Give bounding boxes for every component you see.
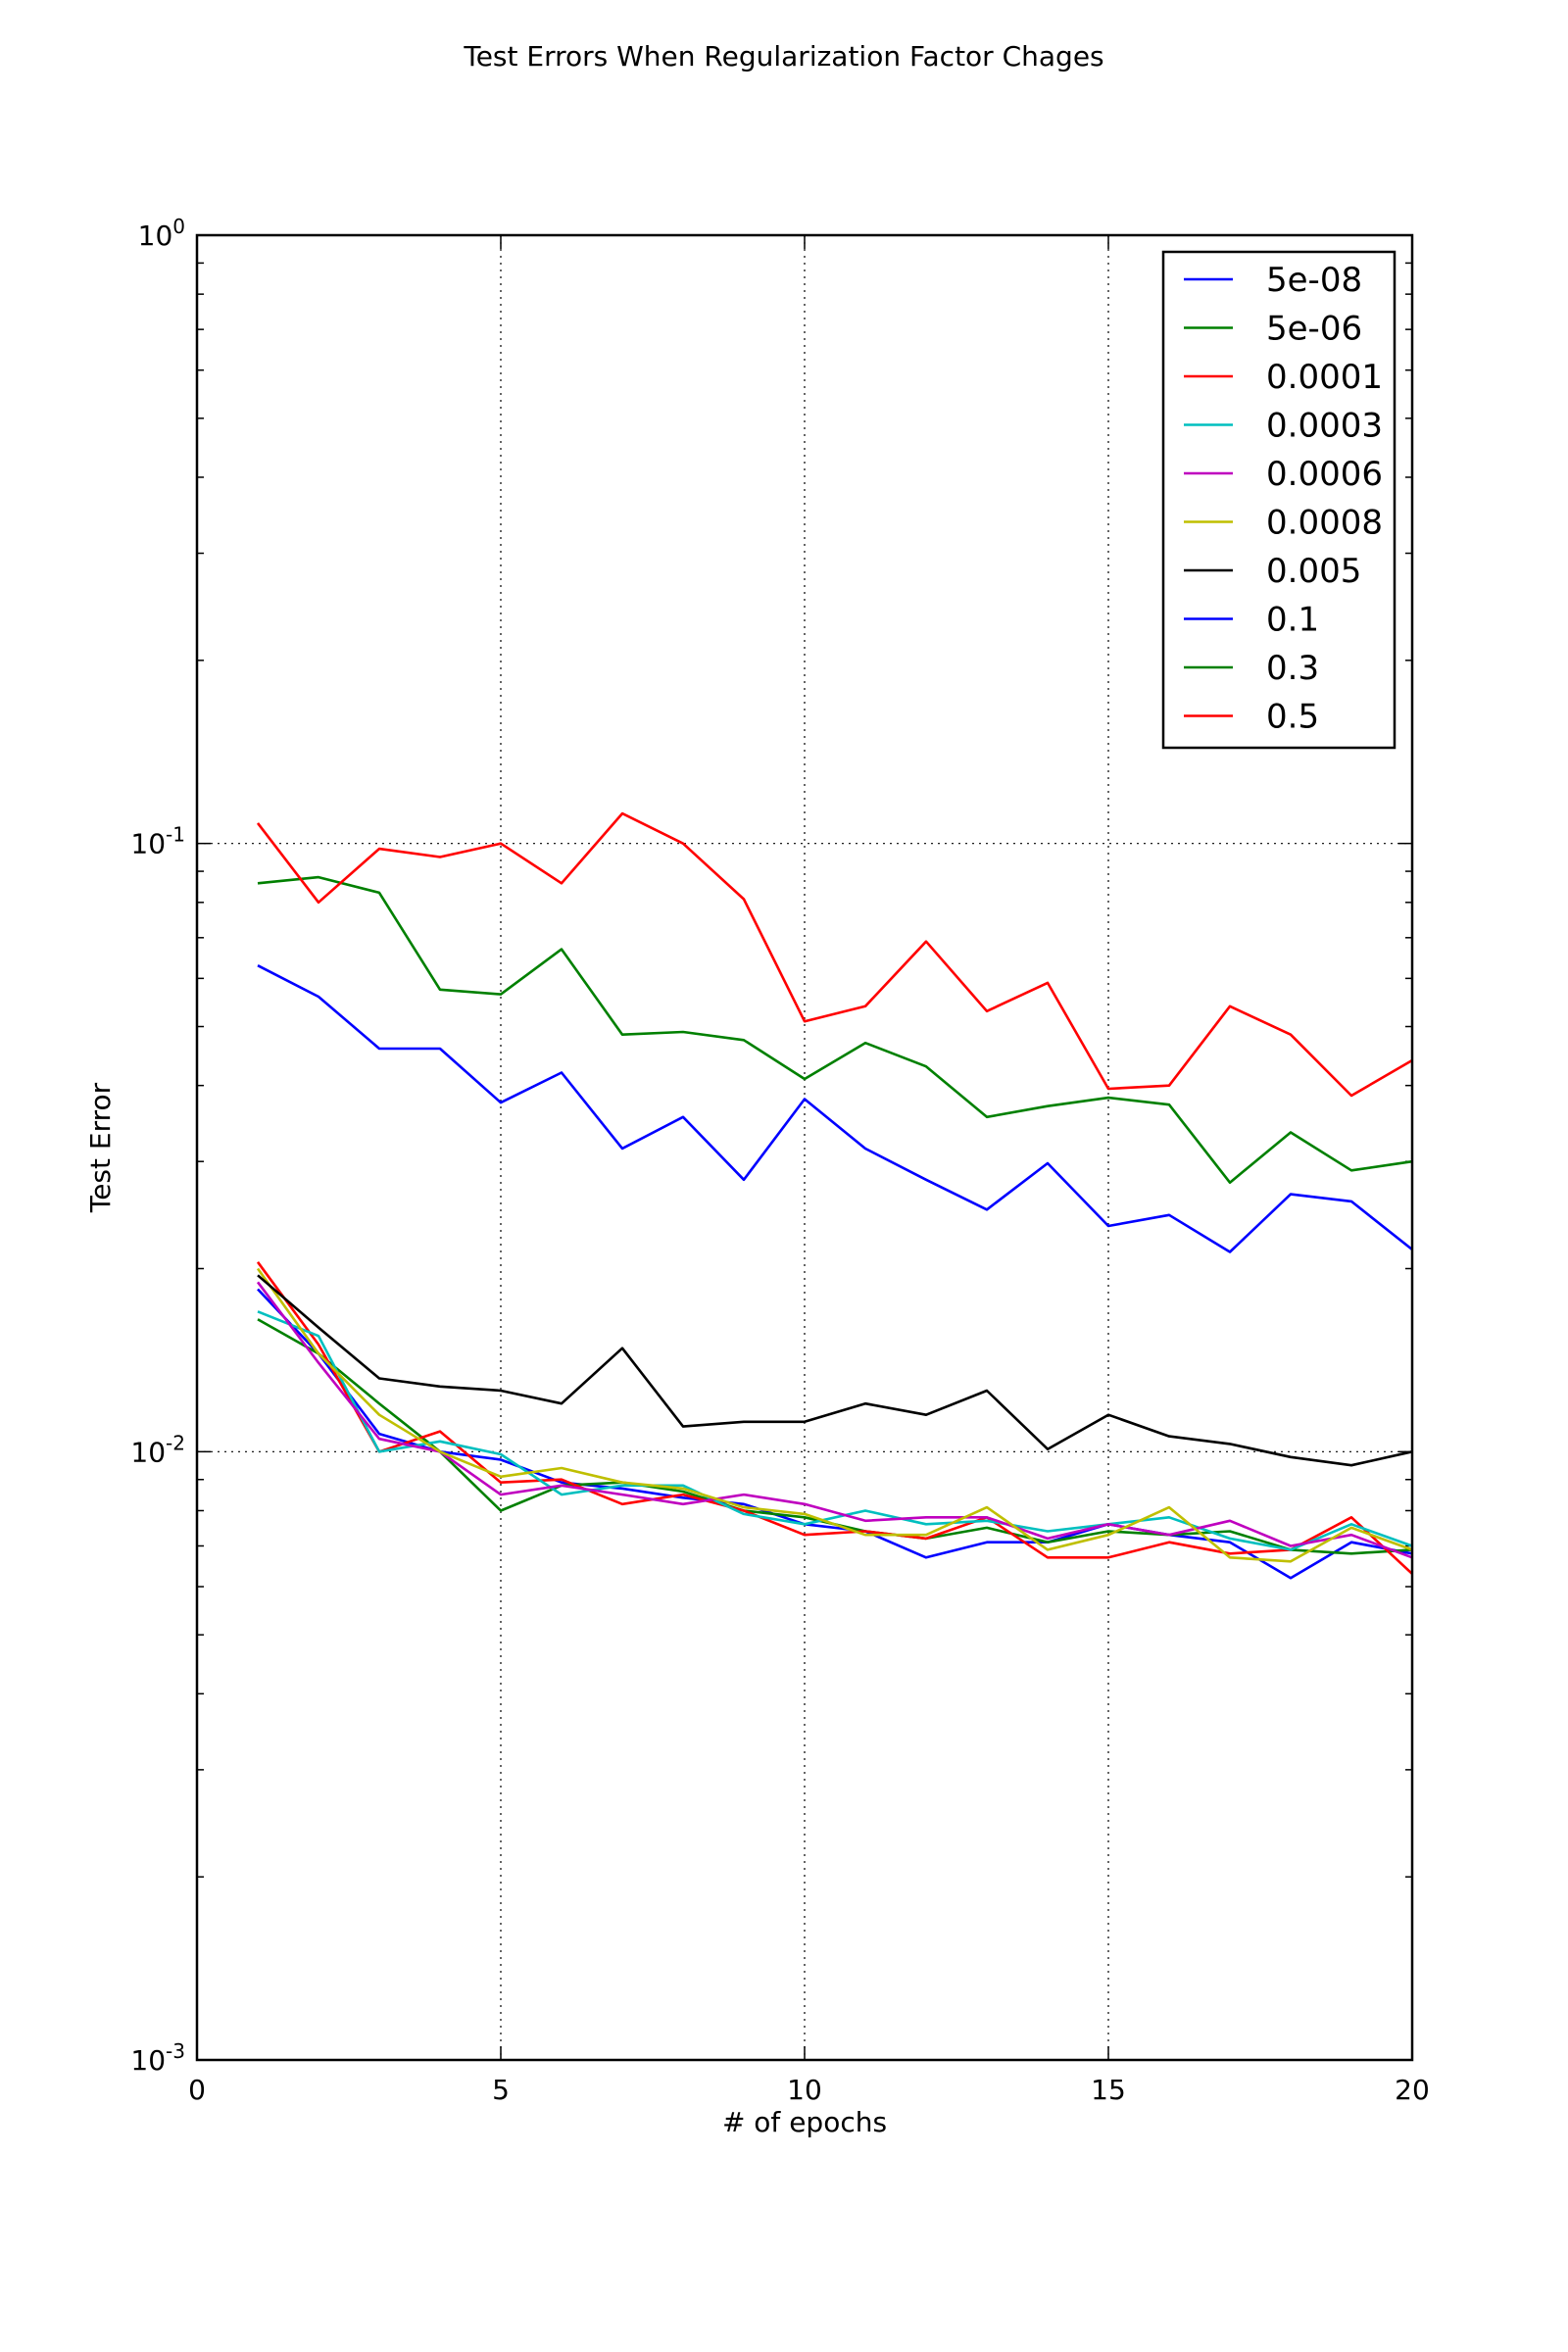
- y-tick-label: 10-3: [130, 2039, 185, 2077]
- series-line-0.0003: [258, 1311, 1412, 1549]
- x-tick-label: 0: [188, 2074, 206, 2106]
- legend-label: 0.0006: [1266, 455, 1383, 494]
- legend-label: 0.005: [1266, 552, 1361, 591]
- x-tick-label: 20: [1395, 2074, 1430, 2106]
- x-tick-label: 5: [492, 2074, 510, 2106]
- x-tick-label: 15: [1091, 2074, 1126, 2106]
- chart-title: Test Errors When Regularization Factor C…: [463, 40, 1103, 73]
- y-tick-label: 100: [138, 215, 185, 252]
- legend-label: 0.0003: [1266, 407, 1383, 446]
- y-tick-label: 10-2: [130, 1431, 185, 1468]
- x-axis-label: # of epochs: [722, 2106, 887, 2138]
- legend-label: 0.3: [1266, 649, 1319, 688]
- series-lines: [258, 813, 1412, 1578]
- legend-label: 0.5: [1266, 698, 1319, 737]
- legend-label: 0.0001: [1266, 358, 1383, 397]
- legend-label: 0.1: [1266, 601, 1319, 640]
- series-line-0.3: [258, 877, 1412, 1183]
- legend: 5e-08 5e-06 0.0001 0.0003 0.0006 0.0008 0.005 0…: [1163, 252, 1395, 748]
- legend-label: 5e-06: [1266, 310, 1362, 349]
- y-tick-label: 10-1: [130, 823, 185, 860]
- series-line-0.005: [258, 1275, 1412, 1465]
- legend-label: 0.0008: [1266, 504, 1383, 543]
- legend-label: 5e-08: [1266, 261, 1362, 300]
- series-line-0.1: [258, 965, 1412, 1251]
- y-axis-label: Test Error: [84, 1082, 117, 1213]
- series-line-0.5: [258, 813, 1412, 1096]
- x-tick-label: 10: [787, 2074, 822, 2106]
